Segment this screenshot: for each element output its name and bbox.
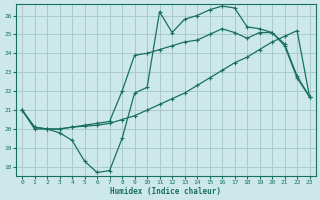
- X-axis label: Humidex (Indice chaleur): Humidex (Indice chaleur): [110, 187, 221, 196]
